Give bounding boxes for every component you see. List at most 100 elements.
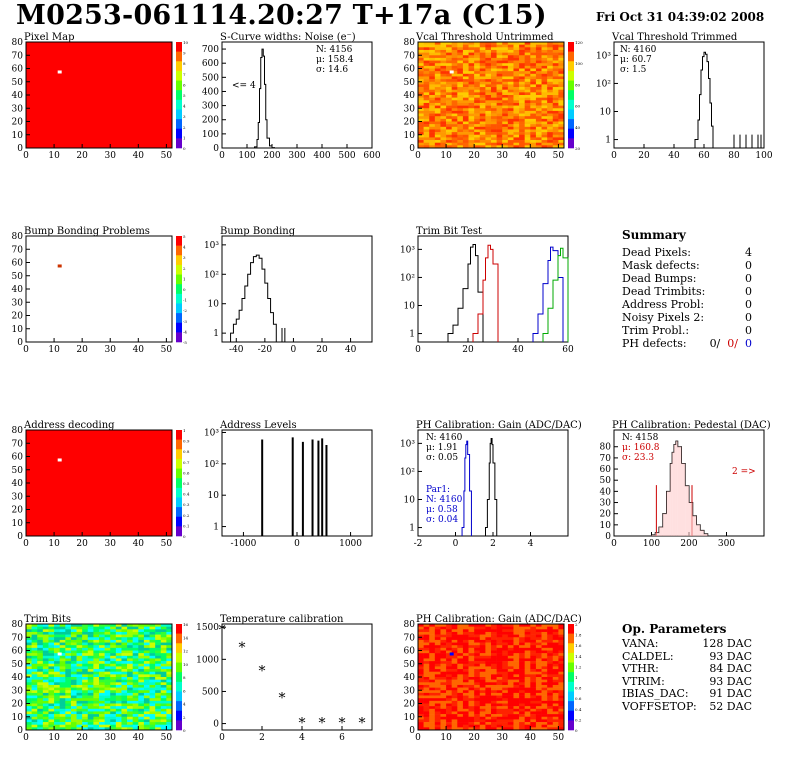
heatmap-cell — [462, 684, 469, 688]
heatmap-cell — [446, 645, 452, 649]
heatmap-cell — [524, 102, 531, 106]
summary-value: 0 — [745, 272, 752, 285]
heatmap-cell — [166, 655, 173, 659]
heatmap-cell — [423, 722, 430, 725]
heatmap-cell — [434, 663, 441, 667]
heatmap-cell — [451, 653, 458, 657]
heatmap-cell — [82, 653, 89, 657]
heatmap-cell — [530, 666, 537, 670]
heatmap-cell — [513, 57, 520, 61]
heatmap-cell — [552, 124, 559, 128]
heatmap-cell — [462, 87, 469, 90]
heatmap-cell — [507, 663, 514, 667]
histogram-series-0 — [485, 437, 498, 536]
heatmap-cell — [541, 674, 548, 678]
heatmap-cell — [93, 669, 100, 672]
heatmap-cell — [513, 102, 520, 106]
heatmap-cell — [418, 637, 424, 641]
heatmap-cell — [474, 631, 481, 635]
heatmap-cell — [474, 95, 481, 98]
heatmap-cell — [462, 81, 469, 85]
heatmap-cell — [451, 76, 458, 80]
heatmap-cell — [451, 650, 458, 654]
heatmap-cell — [502, 65, 509, 69]
heatmap-cell — [474, 89, 481, 93]
heatmap-cell — [479, 87, 486, 90]
heatmap-cell — [485, 100, 492, 104]
heatmap-cell — [468, 102, 475, 106]
heatmap-cell — [418, 719, 424, 723]
heatmap-cell — [26, 642, 32, 646]
heatmap-cell — [110, 700, 117, 704]
heatmap-cell — [434, 118, 441, 122]
heatmap-cell — [474, 703, 481, 707]
heatmap-cell — [87, 698, 94, 702]
heatmap-cell — [496, 87, 503, 90]
heatmap-cell — [485, 690, 492, 694]
heatmap-cell — [468, 724, 475, 728]
op-parameter-value: 93 DAC — [709, 649, 752, 663]
heatmap-cell — [65, 690, 72, 694]
heatmap-cell — [70, 684, 77, 688]
heatmap-cell — [507, 727, 514, 731]
heatmap-cell — [457, 700, 464, 704]
heatmap-cell — [429, 44, 436, 48]
heatmap-cell — [76, 692, 83, 696]
heatmap-cell — [110, 634, 117, 638]
heatmap-cell — [541, 634, 548, 638]
heatmap-cell — [132, 698, 139, 702]
heatmap-cell — [446, 108, 452, 112]
heatmap-cell — [547, 658, 554, 662]
heatmap-cell — [76, 677, 83, 680]
heatmap-cell — [423, 140, 430, 143]
x-tick-label: 4 — [299, 733, 305, 743]
heatmap-cell — [547, 708, 554, 712]
heatmap-cell — [479, 727, 486, 731]
heatmap-cell — [468, 142, 475, 146]
heatmap-cell — [552, 708, 559, 712]
heatmap-cell — [423, 68, 430, 72]
heatmap-cell — [155, 631, 162, 635]
heatmap-cell — [76, 631, 83, 635]
heatmap-cell — [446, 624, 452, 627]
heatmap-cell — [26, 727, 32, 731]
y-tick-label: 60 — [12, 647, 24, 657]
heatmap-cell — [496, 653, 503, 657]
heatmap-cell — [502, 695, 509, 699]
heatmap-cell — [143, 690, 150, 694]
heatmap-cell — [530, 700, 537, 704]
x-tick-label: 20 — [468, 733, 480, 743]
heatmap-cell — [99, 711, 105, 715]
heatmap-cell — [149, 698, 156, 702]
heatmap-cell — [418, 129, 424, 133]
heatmap-cell — [54, 706, 60, 710]
heatmap-cell — [132, 727, 139, 731]
heatmap-cell — [468, 49, 475, 53]
heatmap-cell — [37, 631, 44, 635]
heatmap-cell — [451, 722, 458, 725]
heatmap-cell — [474, 669, 481, 672]
heatmap-cell — [42, 692, 49, 696]
heatmap-cell — [434, 631, 441, 635]
heatmap-cell — [535, 679, 542, 683]
heatmap-cell — [457, 121, 464, 125]
heatmap-cell — [524, 642, 531, 646]
heatmap-cell — [468, 653, 475, 657]
heatmap-cell — [530, 679, 537, 683]
heatmap-cell — [547, 47, 554, 51]
heatmap-cell — [468, 118, 475, 122]
heatmap-cell — [547, 92, 554, 96]
heatmap-cell — [429, 655, 436, 659]
heatmap-cell — [519, 95, 525, 98]
heatmap-cell — [429, 121, 436, 125]
heatmap-cell — [485, 653, 492, 657]
heatmap-cell — [468, 140, 475, 143]
heatmap-cell — [138, 716, 145, 720]
colorbar-label: 0.4 — [183, 492, 190, 497]
heatmap-cell — [87, 671, 94, 675]
heatmap-cell — [104, 677, 111, 680]
x-tick-label: 40 — [133, 733, 145, 743]
heatmap-cell — [558, 674, 565, 678]
heatmap-cell — [519, 60, 525, 64]
